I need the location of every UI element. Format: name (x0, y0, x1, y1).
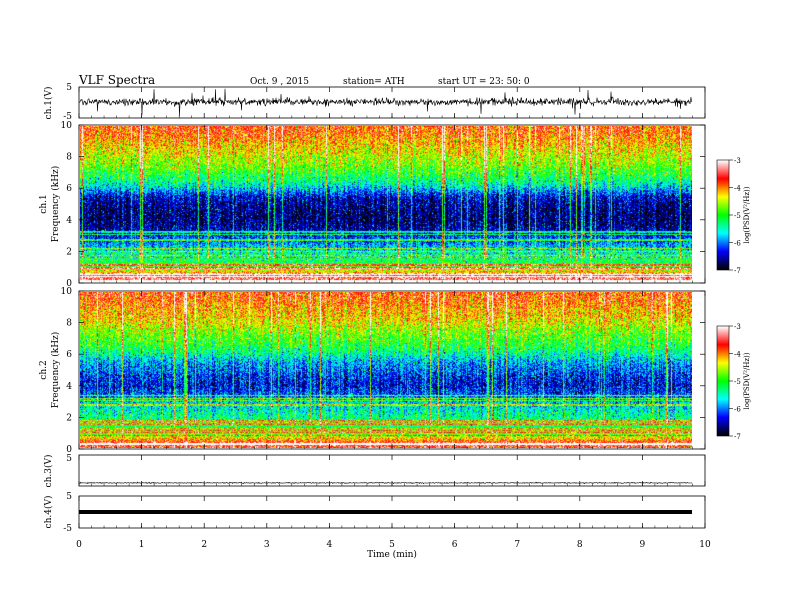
ch3-waveform-panel: 5 ch.3(V) (43, 454, 706, 488)
ch2-spectrogram-yticks: 0 2 4 6 8 10 (61, 287, 705, 455)
colorbar-tick-label: -4 (734, 185, 741, 193)
ch1-ytick-5: 5 (66, 83, 72, 93)
ch2-spectrogram-panel: 0 2 4 6 8 10 ch.2 Frequency (kHz) (39, 287, 706, 455)
time-tick-label: 10 (699, 540, 711, 550)
ch1-frequency-ylabel: Frequency (kHz) (50, 166, 61, 243)
ch1-spectrogram-image (80, 126, 692, 282)
colorbar-tick-label: -7 (734, 433, 741, 441)
freq-tick-label: 10 (61, 121, 73, 131)
colorbar-tick-label: -7 (734, 267, 741, 275)
ch1-waveform-panel: 5 -5 ch.1(V) (43, 83, 706, 122)
ch1-channel-label: ch.1 (39, 194, 49, 213)
freq-tick-label: 6 (66, 350, 72, 360)
ch1-ytick-minus5: -5 (63, 112, 72, 122)
ch1-waveform-trace (78, 88, 693, 117)
time-tick-label: 6 (452, 540, 458, 550)
time-tick-label: 4 (327, 540, 333, 550)
freq-tick-label: 8 (66, 153, 72, 163)
figure-title: VLF Spectra (78, 73, 155, 87)
freq-tick-label: 2 (66, 247, 72, 257)
colorbar-tick-label: -5 (734, 212, 741, 220)
time-tick-label: 3 (264, 540, 270, 550)
freq-tick-label: 0 (66, 279, 72, 289)
ch1-waveform-ylabel: ch.1(V) (43, 87, 54, 120)
ch4-ytick-minus5: -5 (63, 524, 72, 534)
freq-tick-label: 4 (66, 216, 72, 226)
ch3-ytick-5: 5 (66, 454, 72, 464)
colorbar-tick-label: -4 (734, 351, 741, 359)
ch2-colorbar: -3 -4 -5 -6 -7 log(PSD(V²/Hz)) (716, 323, 751, 441)
start-time-label: start UT = 23: 50: 0 (438, 77, 530, 87)
time-tick-label: 5 (389, 540, 395, 550)
ch1-colorbar-ticks: -3 -4 -5 -6 -7 (729, 157, 741, 275)
ch4-ytick-5: 5 (66, 492, 72, 502)
time-tick-label: 8 (577, 540, 583, 550)
ch4-waveform-panel: 5 -5 ch.4(V) (43, 492, 706, 534)
time-tick-label: 9 (640, 540, 646, 550)
freq-tick-label: 6 (66, 184, 72, 194)
freq-tick-label: 2 (66, 413, 72, 423)
station-label: station= ATH (343, 77, 405, 87)
freq-tick-label: 4 (66, 382, 72, 392)
ch2-colorbar-gradient (717, 326, 729, 436)
colorbar-tick-label: -3 (734, 157, 741, 165)
ch2-colorbar-ticks: -3 -4 -5 -6 -7 (729, 323, 741, 441)
freq-tick-label: 0 (66, 445, 72, 455)
time-tick-label: 7 (514, 540, 520, 550)
ch4-waveform-ylabel: ch.4(V) (43, 496, 54, 529)
time-axis-label: Time (min) (367, 549, 417, 560)
ch3-waveform-ylabel: ch.3(V) (43, 455, 54, 488)
colorbar-tick-label: -6 (734, 406, 741, 414)
ch3-waveform-frame (78, 454, 706, 487)
ch1-colorbar-gradient (717, 160, 729, 270)
ch1-colorbar: -3 -4 -5 -6 -7 log(PSD(V²/Hz)) (716, 157, 751, 275)
colorbar-tick-label: -5 (734, 378, 741, 386)
ch2-spectrogram-image (80, 292, 692, 448)
ch2-channel-label: ch.2 (39, 360, 49, 379)
time-axis-ticks: 0 1 2 3 4 5 6 7 8 9 10 (76, 87, 711, 550)
colorbar-tick-label: -6 (734, 240, 741, 248)
ch3-waveform-trace (78, 481, 693, 485)
time-tick-label: 2 (201, 540, 207, 550)
freq-tick-label: 10 (61, 287, 73, 297)
ch1-colorbar-label: log(PSD(V²/Hz)) (743, 186, 751, 243)
colorbar-tick-label: -3 (734, 323, 741, 331)
time-tick-label: 1 (139, 540, 145, 550)
ch1-spectrogram-panel: 0 2 4 6 8 10 ch.1 Frequency (kHz) (39, 121, 706, 289)
date-label: Oct. 9 , 2015 (250, 77, 309, 87)
ch2-frequency-ylabel: Frequency (kHz) (50, 332, 61, 409)
time-tick-label: 0 (76, 540, 82, 550)
freq-tick-label: 8 (66, 319, 72, 329)
ch1-spectrogram-yticks: 0 2 4 6 8 10 (61, 121, 705, 289)
ch2-colorbar-label: log(PSD(V²/Hz)) (743, 352, 751, 409)
